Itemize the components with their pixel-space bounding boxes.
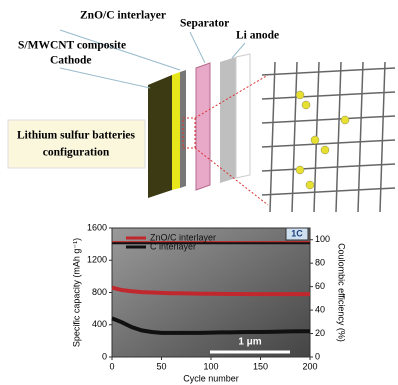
leader — [190, 32, 205, 63]
y2-tick-label: 80 — [315, 258, 325, 268]
lattice — [262, 62, 395, 212]
fiber — [262, 92, 395, 99]
y2-tick-label: 40 — [315, 304, 325, 314]
sulfur — [306, 181, 314, 189]
label: S/MWCNT composite — [18, 40, 126, 52]
li-anode-face — [236, 54, 250, 178]
y2-tick-label: 100 — [315, 234, 330, 244]
annotation: 1 μm — [238, 337, 261, 348]
sulfur — [341, 116, 349, 124]
fiber — [380, 62, 385, 212]
cathode — [148, 75, 172, 198]
x-tick-label: 50 — [156, 361, 166, 371]
label: configuration — [43, 147, 110, 159]
fiber — [262, 164, 395, 171]
y-tick-label: 1200 — [87, 255, 107, 265]
x-tick-label: 100 — [203, 361, 218, 371]
y-axis-label: Specific capacity (mAh g⁻¹) — [71, 238, 81, 347]
label: Separator — [180, 18, 229, 30]
y2-tick-label: 20 — [315, 328, 325, 338]
x-tick-label: 0 — [109, 361, 114, 371]
sulfur — [302, 101, 310, 109]
sulfur — [296, 166, 304, 174]
fiber — [262, 140, 395, 147]
x-tick-label: 150 — [253, 361, 268, 371]
li-anode — [220, 57, 236, 183]
sulfur — [321, 146, 329, 154]
y-tick-label: 800 — [92, 287, 107, 297]
sulfur — [311, 136, 319, 144]
label: Lithium sulfur batteries — [17, 130, 136, 142]
cathode-face — [172, 72, 180, 190]
separator — [196, 63, 210, 190]
fiber — [270, 62, 275, 212]
fiber — [262, 188, 395, 195]
fiber — [292, 62, 297, 212]
legend-label: C interlayer — [150, 241, 196, 251]
fiber — [262, 116, 395, 123]
figure: ZnO/C interlayer Separator Li anode S/MW… — [0, 0, 398, 385]
sulfur — [296, 91, 304, 99]
y2-axis-label: Coulombic efficiency (%) — [337, 243, 347, 342]
y-tick-label: 0 — [102, 351, 107, 361]
annotation: 1C — [291, 228, 303, 238]
y2-tick-label: 60 — [315, 281, 325, 291]
label: ZnO/C interlayer — [80, 10, 166, 22]
label: Cathode — [50, 55, 92, 67]
leader — [60, 68, 150, 88]
x-axis-label: Cycle number — [183, 373, 239, 383]
fiber — [262, 68, 395, 75]
y-tick-label: 400 — [92, 319, 107, 329]
fiber — [336, 62, 341, 212]
config-box — [8, 120, 145, 168]
y-tick-label: 1600 — [87, 222, 107, 232]
x-tick-label: 200 — [302, 361, 317, 371]
y2-tick-label: 0 — [315, 351, 320, 361]
label: Li anode — [236, 30, 279, 42]
